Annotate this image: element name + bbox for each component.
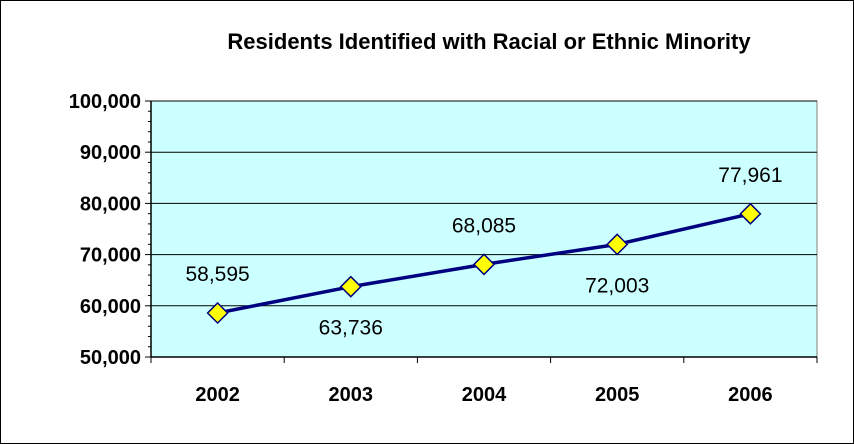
y-tick-label: 80,000 xyxy=(80,193,141,215)
y-tick-label: 70,000 xyxy=(80,245,141,267)
data-label: 68,085 xyxy=(452,214,516,237)
data-label: 77,961 xyxy=(718,164,782,187)
data-point-marker xyxy=(472,253,496,276)
y-tick-label: 60,000 xyxy=(80,296,141,318)
markers xyxy=(206,202,762,325)
y-tick-label: 100,000 xyxy=(69,91,141,113)
x-tick-labels: 2002 2003 2004 2005 2006 xyxy=(195,384,772,406)
y-tick-label: 90,000 xyxy=(80,142,141,164)
data-point-marker xyxy=(606,233,629,256)
x-tick-label: 2005 xyxy=(595,384,640,406)
y-tick-label: 50,000 xyxy=(80,347,141,369)
x-tick-label: 2002 xyxy=(195,384,240,406)
data-label: 72,003 xyxy=(585,274,649,297)
data-label: 63,736 xyxy=(319,317,383,340)
x-tick-label: 2006 xyxy=(728,384,773,406)
x-tick-label: 2004 xyxy=(462,384,507,406)
data-labels: 58,595 63,736 68,085 72,003 77,961 xyxy=(185,164,782,340)
data-point-marker xyxy=(339,275,362,298)
chart-title: Residents Identified with Racial or Ethn… xyxy=(227,29,751,54)
y-tick-labels: 50,000 60,000 70,000 80,000 90,000 100,000 xyxy=(69,91,141,369)
data-point-marker xyxy=(739,202,762,225)
plot-area xyxy=(150,100,818,358)
axes xyxy=(145,100,818,363)
data-label: 58,595 xyxy=(185,263,249,286)
data-point-marker xyxy=(206,301,229,325)
x-tick-label: 2003 xyxy=(329,384,374,406)
